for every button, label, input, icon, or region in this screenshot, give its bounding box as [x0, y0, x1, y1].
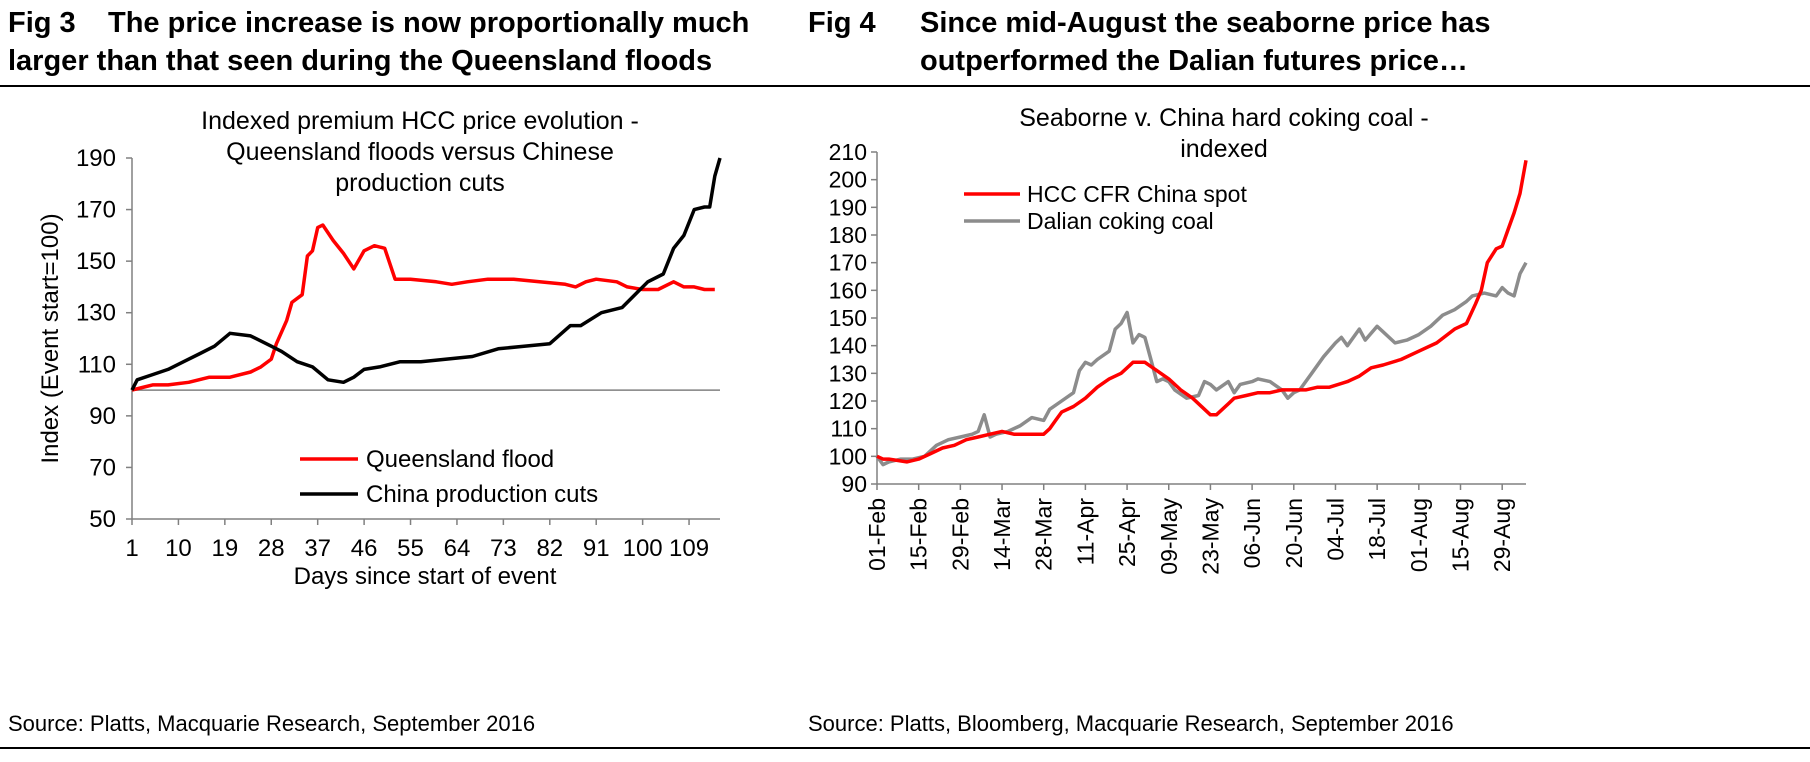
- fig3-title-line1: The price increase is now proportionally…: [108, 7, 750, 39]
- y-tick-label: 170: [829, 250, 867, 276]
- y-tick-label: 110: [830, 416, 867, 442]
- chart-title-line: Queensland floods versus Chinese: [226, 138, 614, 166]
- series-line-queensland-flood: [131, 223, 715, 392]
- y-tick-label: 200: [829, 167, 867, 193]
- y-tick-label: 70: [89, 454, 116, 481]
- y-tick-label: 180: [829, 222, 867, 248]
- x-tick-label: 28-Mar: [1031, 498, 1057, 571]
- fig3-title-line2: larger than that seen during the Queensl…: [8, 45, 713, 77]
- x-tick-label: 29-Feb: [947, 498, 973, 571]
- y-tick-label: 90: [841, 471, 867, 497]
- x-tick-label: 06-Jun: [1239, 498, 1265, 568]
- y-tick-label: 130: [76, 300, 116, 327]
- fig4-top-rule: [800, 85, 1810, 87]
- x-tick-label: 18-Jul: [1364, 498, 1390, 561]
- legend-label: Queensland flood: [366, 446, 554, 473]
- x-tick-label: 15-Aug: [1448, 498, 1474, 572]
- chart-title-line: production cuts: [335, 169, 505, 197]
- y-tick-label: 150: [76, 248, 116, 275]
- x-tick-label: 25-Apr: [1114, 498, 1140, 567]
- y-tick-label: 190: [76, 145, 116, 172]
- x-tick-label: 73: [490, 535, 517, 562]
- x-tick-label: 15-Feb: [906, 498, 932, 571]
- y-tick-label: 160: [829, 277, 867, 303]
- x-tick-label: 100: [623, 535, 663, 562]
- x-tick-label: 04-Jul: [1322, 498, 1348, 561]
- y-tick-label: 50: [89, 506, 116, 533]
- x-tick-label: 28: [258, 535, 285, 562]
- fig3-source: Source: Platts, Macquarie Research, Sept…: [8, 711, 536, 736]
- y-tick-label: 110: [78, 351, 116, 378]
- x-tick-label: 10: [165, 535, 192, 562]
- x-tick-label: 46: [351, 535, 378, 562]
- y-tick-label: 190: [829, 194, 867, 220]
- fig4-title-line1: Since mid-August the seaborne price has: [920, 7, 1491, 39]
- series-line-hcc-cfr-china-spot: [876, 159, 1528, 464]
- x-tick-label: 37: [304, 535, 331, 562]
- series-line-dalian-coking-coal: [875, 261, 1528, 467]
- fig3-chart: Indexed premium HCC price evolution - Que…: [37, 107, 722, 590]
- y-tick-label: 210: [829, 139, 867, 165]
- y-tick-label: 130: [829, 360, 867, 386]
- legend-label: HCC CFR China spot: [1027, 181, 1247, 207]
- x-tick-label: 14-Mar: [989, 498, 1015, 571]
- fig4-title-line2: outperformed the Dalian futures price…: [920, 45, 1468, 77]
- series-line-china-production-cuts: [130, 157, 722, 391]
- x-tick-label: 64: [444, 535, 471, 562]
- chart-title-line: indexed: [1180, 135, 1268, 163]
- x-tick-label: 19: [211, 535, 238, 562]
- fig3-panel: Fig 3 The price increase is now proporti…: [0, 0, 890, 762]
- x-tick-label: 01-Aug: [1406, 498, 1432, 572]
- chart-title-line: Indexed premium HCC price evolution -: [201, 107, 639, 135]
- fig4-chart: Seaborne v. China hard coking coal - inde…: [829, 104, 1528, 575]
- x-tick-label: 109: [669, 535, 709, 562]
- y-tick-label: 170: [76, 197, 116, 224]
- y-tick-label: 140: [829, 333, 867, 359]
- fig4-bottom-rule: [800, 747, 1810, 749]
- y-tick-label: 120: [829, 388, 867, 414]
- x-axis-label: Days since start of event: [294, 563, 557, 590]
- fig4-label: Fig 4: [808, 7, 876, 39]
- x-tick-label: 09-May: [1156, 498, 1182, 575]
- y-tick-label: 100: [829, 443, 867, 469]
- x-tick-label: 20-Jun: [1281, 498, 1307, 568]
- y-tick-label: 150: [829, 305, 867, 331]
- chart-title-line: Seaborne v. China hard coking coal -: [1019, 104, 1429, 132]
- x-tick-label: 01-Feb: [864, 498, 890, 571]
- legend-label: China production cuts: [366, 481, 598, 508]
- y-axis-label: Index (Event start=100): [37, 213, 64, 463]
- y-tick-label: 90: [89, 403, 116, 430]
- x-tick-label: 91: [583, 535, 610, 562]
- x-tick-label: 55: [397, 535, 424, 562]
- fig4-source: Source: Platts, Bloomberg, Macquarie Res…: [808, 711, 1454, 736]
- fig4-panel: Fig 4 Since mid-August the seaborne pric…: [800, 0, 1810, 762]
- x-tick-label: 82: [536, 535, 563, 562]
- x-tick-label: 1: [125, 535, 138, 562]
- fig3-label: Fig 3: [8, 7, 76, 39]
- x-tick-label: 29-Aug: [1489, 498, 1515, 572]
- x-tick-label: 11-Apr: [1072, 498, 1098, 566]
- fig3-top-rule: [0, 85, 890, 87]
- x-tick-label: 23-May: [1197, 498, 1223, 575]
- fig3-bottom-rule: [0, 747, 890, 749]
- legend-label: Dalian coking coal: [1027, 208, 1214, 234]
